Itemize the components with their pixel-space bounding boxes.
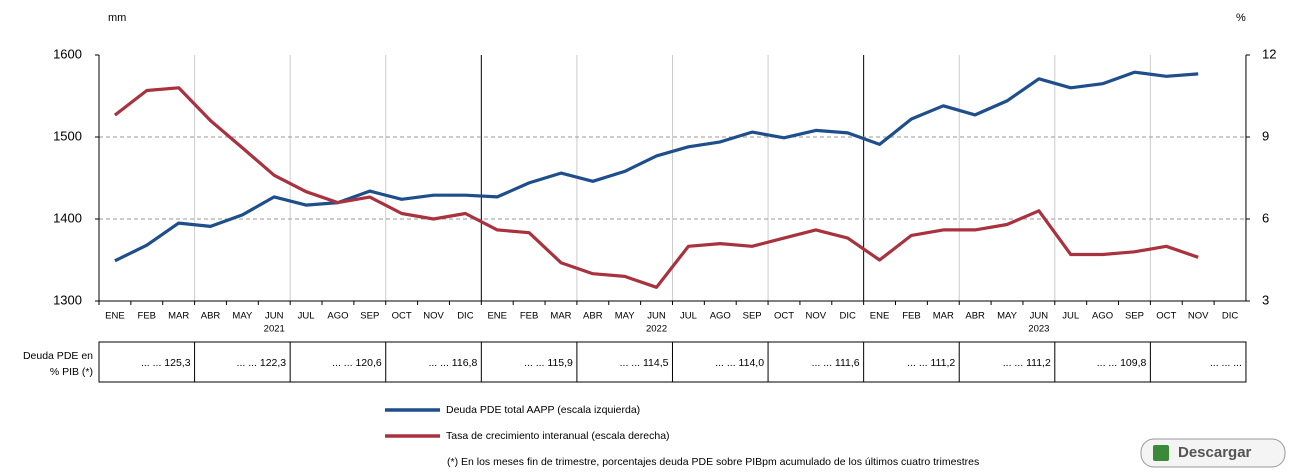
x-tick-label: MAR	[550, 311, 571, 322]
y2-tick-label: 6	[1262, 210, 1269, 225]
x-tick-label: JUL	[1062, 311, 1079, 322]
table-cell: ... ... 125,3	[141, 357, 191, 369]
x-tick-label: AGO	[1092, 311, 1113, 322]
download-button[interactable]: Descargar	[1140, 438, 1286, 468]
x-tick-label: DIC	[457, 311, 474, 322]
x-tick-label: JUL	[298, 311, 315, 322]
x-tick-label: DIC	[1222, 311, 1239, 322]
x-tick-label: MAR	[933, 311, 954, 322]
y-tick-label: 1400	[53, 210, 82, 225]
series-line	[114, 70, 1199, 263]
x-tick-label: DIC	[840, 311, 857, 322]
x-tick-label: ENE	[870, 311, 890, 322]
x-tick-label: ABR	[583, 311, 603, 322]
x-tick-label: OCT	[1156, 311, 1176, 322]
x-tick-label: MAR	[168, 311, 189, 322]
x-tick-label: SEP	[360, 311, 379, 322]
table-label: % PIB (*)	[50, 366, 93, 378]
x-tick-label: MAY	[615, 311, 636, 322]
table-cell: ... ... 114,5	[620, 357, 669, 369]
x-tick-label: FEB	[138, 311, 156, 322]
table-label: Deuda PDE en	[23, 350, 93, 362]
x-tick-label: SEP	[743, 311, 762, 322]
y-tick-label: 1600	[53, 46, 82, 61]
table-cell: ... ... 111,6	[812, 357, 860, 369]
y2-tick-label: 12	[1262, 46, 1276, 61]
x-tick-label: FEB	[520, 311, 538, 322]
x-tick-label: ABR	[201, 311, 221, 322]
table-cell: ... ... 109,8	[1097, 357, 1147, 369]
series-line	[113, 86, 1199, 289]
x-tick-label: NOV	[806, 311, 827, 322]
legend-label: Deuda PDE total AAPP (escala izquierda)	[446, 404, 640, 416]
y-tick-label: 1500	[53, 128, 82, 143]
legend-label: Tasa de crecimiento interanual (escala d…	[446, 430, 670, 442]
button-icon	[1153, 445, 1169, 461]
x-tick-label: JUN	[265, 311, 284, 322]
table-cell: ... ... 122,3	[237, 357, 287, 369]
x-tick-label: JUN	[647, 311, 666, 322]
x-tick-label: AGO	[327, 311, 348, 322]
table-cell: ... ... ...	[1210, 357, 1242, 369]
footnote: (*) En los meses fin de trimestre, porce…	[447, 456, 979, 468]
table-cell: ... ... 116,8	[428, 357, 477, 369]
table-cell: ... ... 120,6	[332, 357, 382, 369]
table-cell: ... ... 114,0	[715, 357, 764, 369]
x-tick-label: MAY	[232, 311, 253, 322]
left-unit: mm	[108, 12, 126, 24]
table-cell: ... ... 111,2	[907, 357, 955, 369]
x-tick-label: OCT	[774, 311, 794, 322]
year-label: 2022	[646, 324, 667, 335]
x-tick-label: NOV	[423, 311, 444, 322]
y2-tick-label: 3	[1262, 292, 1269, 307]
x-tick-label: JUN	[1030, 311, 1049, 322]
button-bg[interactable]	[1140, 438, 1286, 468]
x-tick-label: OCT	[392, 311, 412, 322]
right-unit: %	[1236, 12, 1246, 24]
button-label[interactable]: Descargar	[1178, 444, 1252, 461]
year-label: 2021	[264, 324, 285, 335]
x-tick-label: FEB	[902, 311, 920, 322]
x-tick-label: JUL	[680, 311, 697, 322]
x-tick-label: ENE	[105, 311, 125, 322]
x-tick-label: MAY	[997, 311, 1018, 322]
y2-tick-label: 9	[1262, 128, 1269, 143]
x-tick-label: SEP	[1125, 311, 1144, 322]
x-tick-label: ABR	[965, 311, 985, 322]
table-cell: ... ... 111,2	[1003, 357, 1051, 369]
year-label: 2023	[1028, 324, 1049, 335]
x-tick-label: AGO	[710, 311, 731, 322]
y-tick-label: 1300	[53, 292, 82, 307]
x-tick-label: NOV	[1188, 311, 1209, 322]
x-tick-label: ENE	[487, 311, 507, 322]
table-cell: ... ... 115,9	[524, 357, 573, 369]
